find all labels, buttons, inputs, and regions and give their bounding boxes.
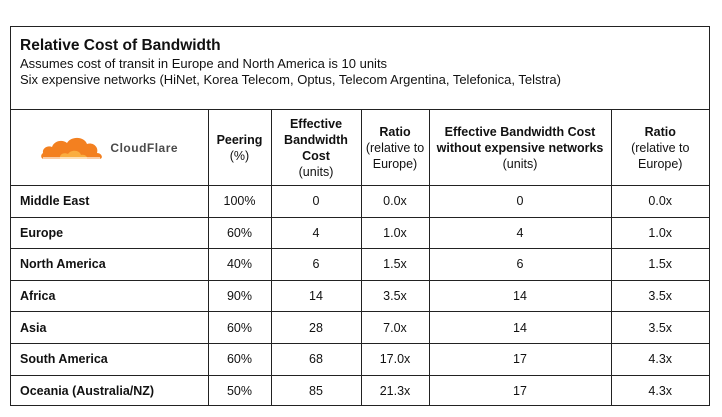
peering-cell: 50% [207,374,272,407]
cost-cell: 85 [270,374,362,407]
table-row: Africa 90% 14 3.5x 14 3.5x [11,279,709,313]
cost-cell: 28 [270,311,362,344]
ratio-without-cell: 3.5x [610,279,709,313]
cost-table-frame: Relative Cost of Bandwidth Assumes cost … [10,26,710,407]
cloudflare-logo: CloudFlare [11,133,208,163]
ratio-cell: 17.0x [360,342,430,376]
ratio-without-cell: 3.5x [610,311,709,344]
cost-without-cell: 4 [428,216,612,250]
cost-without-cell: 6 [428,248,612,281]
ratio-cell: 1.0x [360,216,430,250]
logo-cell: CloudFlare [11,110,209,186]
peering-cell: 60% [207,311,272,344]
cost-cell: 6 [270,248,362,281]
region-cell: North America [11,248,209,281]
col-peering: Peering (%) [207,110,272,186]
cost-without-cell: 0 [428,185,612,218]
bandwidth-table: CloudFlare Peering (%) Effective Bandwidt… [11,110,709,407]
peering-cell: 40% [207,248,272,281]
cost-cell: 4 [270,216,362,250]
col-cost: Effective Bandwidth Cost (units) [270,110,362,186]
cost-cell: 68 [270,342,362,376]
region-cell: Asia [11,311,209,344]
ratio-without-cell: 1.5x [610,248,709,281]
region-cell: Africa [11,279,209,313]
region-cell: Oceania (Australia/NZ) [11,374,209,407]
region-cell: Europe [11,216,209,250]
cost-without-cell: 17 [428,374,612,407]
cost-without-cell: 17 [428,342,612,376]
table-header: Relative Cost of Bandwidth Assumes cost … [11,27,709,110]
table-row: Oceania (Australia/NZ) 50% 85 21.3x 17 4… [11,374,709,407]
ratio-without-cell: 4.3x [610,342,709,376]
table-row: Europe 60% 4 1.0x 4 1.0x [11,216,709,250]
networks-note: Six expensive networks (HiNet, Korea Tel… [20,72,561,87]
ratio-cell: 3.5x [360,279,430,313]
ratio-cell: 0.0x [360,185,430,218]
column-header-row: CloudFlare Peering (%) Effective Bandwidt… [11,110,709,186]
peering-cell: 60% [207,342,272,376]
peering-cell: 60% [207,216,272,250]
cost-without-cell: 14 [428,279,612,313]
col-ratio: Ratio (relative to Europe) [360,110,430,186]
ratio-cell: 21.3x [360,374,430,407]
cloud-icon [41,137,103,159]
peering-cell: 90% [207,279,272,313]
ratio-without-cell: 0.0x [610,185,709,218]
col-cost-without: Effective Bandwidth Cost without expensi… [428,110,612,186]
col-ratio-without: Ratio (relative to Europe) [610,110,709,186]
table-row: South America 60% 68 17.0x 17 4.3x [11,342,709,376]
table-row: Middle East 100% 0 0.0x 0 0.0x [11,185,709,218]
peering-cell: 100% [207,185,272,218]
table-row: Asia 60% 28 7.0x 14 3.5x [11,311,709,344]
ratio-without-cell: 1.0x [610,216,709,250]
cost-cell: 14 [270,279,362,313]
table-row: North America 40% 6 1.5x 6 1.5x [11,248,709,281]
region-cell: South America [11,342,209,376]
ratio-without-cell: 4.3x [610,374,709,407]
table-title: Relative Cost of Bandwidth [20,37,221,54]
ratio-cell: 7.0x [360,311,430,344]
region-cell: Middle East [11,185,209,218]
cost-without-cell: 14 [428,311,612,344]
ratio-cell: 1.5x [360,248,430,281]
assumption-note: Assumes cost of transit in Europe and No… [20,56,388,71]
cost-cell: 0 [270,185,362,218]
logo-text: CloudFlare [110,140,179,155]
